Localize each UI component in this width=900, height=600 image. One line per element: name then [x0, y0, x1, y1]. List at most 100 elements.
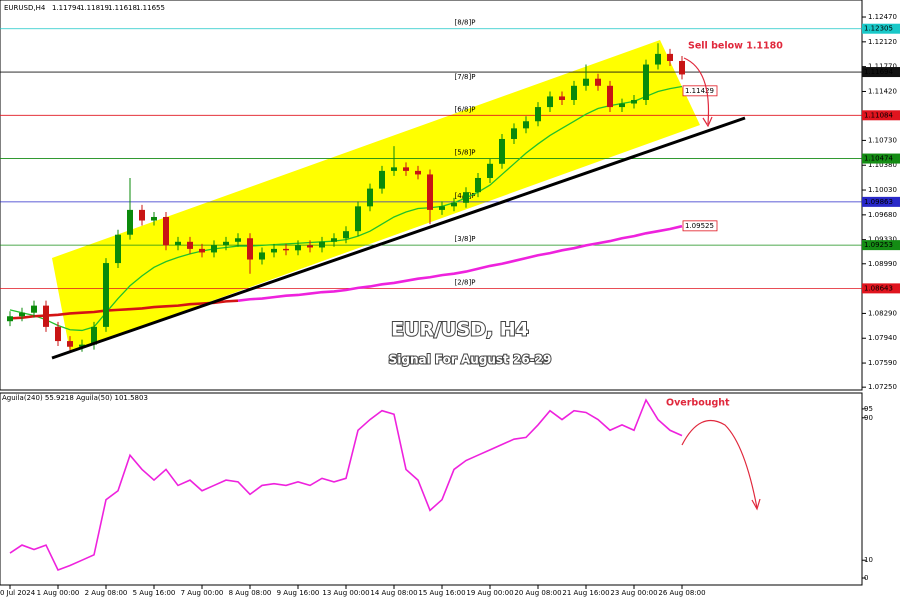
- x-tick-label: 19 Aug 00:00: [466, 589, 513, 597]
- candle-body: [103, 263, 109, 327]
- indicator-tick-label: 10: [864, 556, 873, 564]
- candle-body: [283, 248, 289, 251]
- x-tick-label: 20 Aug 08:00: [514, 589, 561, 597]
- candle-body: [139, 209, 145, 221]
- candle-body: [451, 202, 457, 207]
- sell-annotation: Sell below 1.1180: [688, 41, 783, 52]
- candle-body: [355, 206, 361, 232]
- candle-body: [91, 326, 97, 345]
- x-tick-label: 26 Aug 08:00: [658, 589, 705, 597]
- level-label: [7/8]P: [455, 73, 476, 81]
- header-value: 1.11794: [52, 4, 81, 12]
- y-tick-label: 1.11420: [868, 87, 897, 95]
- level-price: 1.08643: [864, 284, 893, 292]
- candle-body: [679, 60, 685, 75]
- candle-body: [487, 163, 493, 178]
- x-tick-label: 9 Aug 16:00: [277, 589, 320, 597]
- y-tick-label: 1.11770: [868, 63, 897, 71]
- candle-body: [199, 248, 205, 253]
- forecast-arrowhead: [751, 498, 761, 511]
- level-label: [2/8]P: [455, 278, 476, 286]
- candle-body: [547, 96, 553, 108]
- chart-title: EUR/USD, H4: [391, 319, 529, 341]
- candle-body: [535, 107, 541, 122]
- candle-body: [151, 216, 157, 221]
- price-marker: 1.11429: [685, 87, 714, 95]
- candle-body: [259, 252, 265, 260]
- candle-body: [595, 78, 601, 86]
- candle-body: [499, 138, 505, 164]
- y-tick-label: 1.10730: [868, 136, 897, 144]
- candle-body: [439, 206, 445, 210]
- forecast-arrow: [681, 420, 758, 509]
- symbol: EURUSD,H4: [4, 4, 46, 12]
- level-price: 1.09863: [864, 198, 893, 206]
- x-tick-label: 15 Aug 16:00: [418, 589, 465, 597]
- y-tick-label: 1.09680: [868, 211, 897, 219]
- candle-body: [307, 245, 313, 248]
- level-price: 1.09253: [864, 241, 893, 249]
- candle-body: [19, 312, 25, 317]
- x-tick-label: 7 Aug 00:00: [181, 589, 224, 597]
- candle-body: [319, 241, 325, 248]
- candle-body: [667, 53, 673, 61]
- candle-body: [223, 241, 229, 246]
- y-tick-label: 1.08290: [868, 309, 897, 317]
- x-tick-label: 21 Aug 16:00: [562, 589, 609, 597]
- candle-body: [211, 245, 217, 253]
- y-tick-label: 1.10030: [868, 186, 897, 194]
- moving-average: [237, 224, 683, 302]
- chart-subtitle: Signal For August 26-29: [389, 353, 552, 367]
- indicator-panel: [0, 392, 863, 586]
- sell-arrow: [683, 57, 710, 125]
- candle-body: [79, 344, 85, 347]
- level-price-box: [862, 283, 900, 294]
- main-layer: 1.124701.121201.117701.114201.110701.107…: [0, 13, 900, 597]
- level-price-box: [862, 110, 900, 121]
- main-panel: [0, 0, 863, 391]
- candle-body: [343, 231, 349, 239]
- candle-body: [583, 78, 589, 86]
- candle-body: [55, 326, 61, 342]
- candle-body: [7, 316, 13, 322]
- price-marker: 1.09525: [685, 222, 714, 230]
- candle-body: [559, 96, 565, 100]
- candle-body: [619, 103, 625, 108]
- candle-body: [571, 85, 577, 100]
- overbought-annotation: Overbought: [666, 398, 730, 409]
- candle-body: [631, 99, 637, 104]
- level-label: [6/8]P: [455, 105, 476, 113]
- candle-body: [463, 192, 469, 203]
- y-tick-label: 1.07940: [868, 334, 897, 342]
- sell-arrowhead: [702, 116, 713, 128]
- candle-body: [427, 174, 433, 210]
- candle-body: [67, 341, 73, 347]
- y-tick-label: 1.08990: [868, 260, 897, 268]
- candle-body: [511, 128, 517, 139]
- level-price-box: [862, 67, 900, 78]
- y-tick-label: 1.07590: [868, 359, 897, 367]
- x-tick-label: 13 Aug 00:00: [322, 589, 369, 597]
- header-value: 1.11819: [80, 4, 109, 12]
- level-label: [3/8]P: [455, 235, 476, 243]
- indicator-label: Aguila(240) 55.9218 Aguila(50) 101.5803: [2, 394, 148, 402]
- y-tick-label: 1.12470: [868, 13, 897, 21]
- level-price-box: [862, 153, 900, 164]
- level-label: [5/8]P: [455, 149, 476, 157]
- candle-body: [415, 170, 421, 175]
- y-tick-label: 1.10380: [868, 161, 897, 169]
- level-price: 1.12305: [864, 25, 893, 33]
- x-tick-label: 0 Jul 2024: [0, 589, 36, 597]
- y-tick-label: 1.12120: [868, 38, 897, 46]
- candle-body: [163, 216, 169, 246]
- candle-body: [31, 305, 37, 313]
- indicator-line: [9, 398, 683, 571]
- indicator-tick-label: 95: [864, 405, 873, 413]
- candle-body: [379, 170, 385, 189]
- x-tick-label: 8 Aug 08:00: [229, 589, 272, 597]
- x-tick-label: 14 Aug 08:00: [370, 589, 417, 597]
- candle-body: [43, 305, 49, 327]
- candle-body: [295, 245, 301, 251]
- x-tick-label: 2 Aug 08:00: [85, 589, 128, 597]
